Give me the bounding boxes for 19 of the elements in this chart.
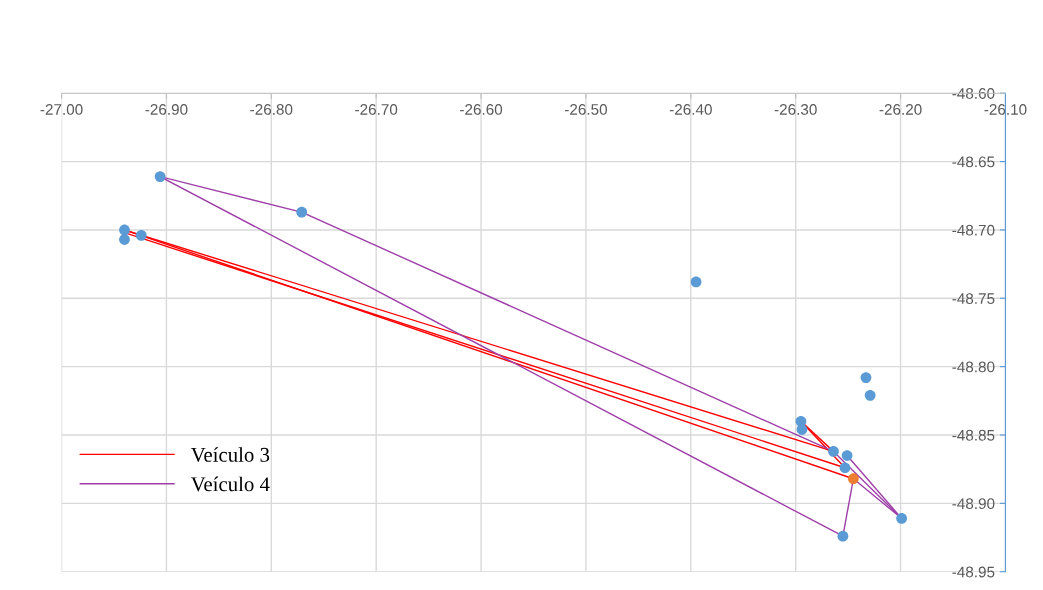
- x-tick-label: -26.80: [250, 104, 293, 115]
- y-tick-label: -48.85: [952, 429, 995, 441]
- x-tick-label: -27.00: [40, 104, 83, 115]
- y-tick-label: -48.60: [952, 88, 995, 99]
- x-tick-label: -26.60: [460, 104, 503, 115]
- y-tick-label: -48.65: [952, 156, 995, 168]
- y-tick-label: -48.95: [952, 566, 995, 578]
- y-tick-label: -48.75: [952, 293, 995, 304]
- y-tick-label: -48.80: [952, 361, 995, 373]
- x-tick-label: -26.50: [564, 104, 607, 115]
- legend-label: Veículo 4: [190, 476, 270, 492]
- y-tick-label: -48.70: [952, 224, 995, 236]
- y-tick-label: -48.90: [952, 498, 995, 510]
- x-tick-label: -26.90: [145, 104, 188, 115]
- legend-label: Veículo 3: [190, 447, 270, 462]
- x-tick-label: -26.40: [669, 104, 712, 115]
- x-tick-label: -26.70: [355, 104, 398, 115]
- x-tick-label: -26.20: [879, 104, 922, 115]
- x-tick-label: -26.30: [774, 104, 817, 115]
